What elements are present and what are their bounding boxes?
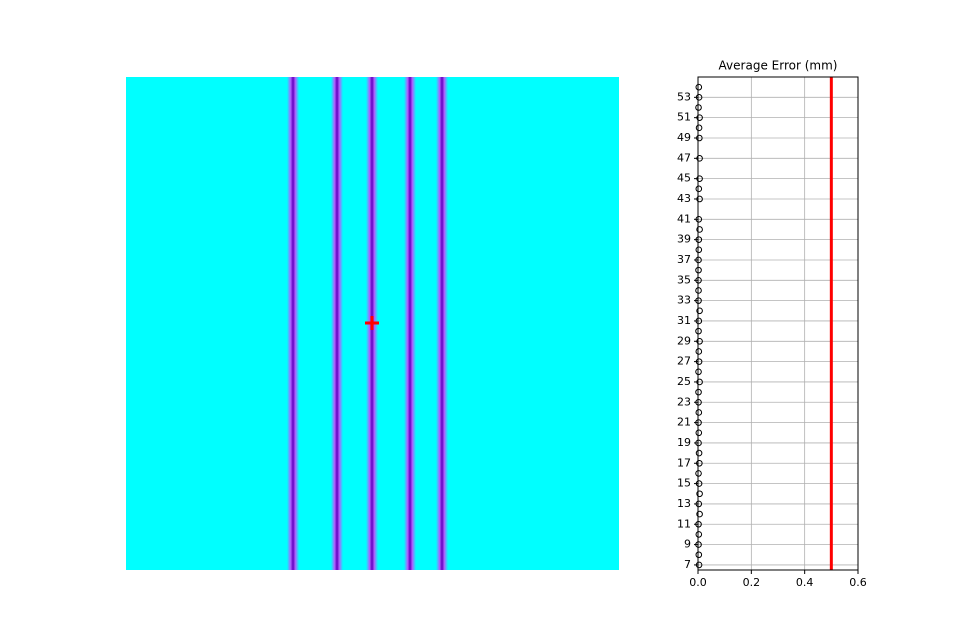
point — [695, 409, 703, 416]
x-tick-label: 0.4 — [796, 576, 814, 589]
x-tick-label: 0.0 — [689, 576, 707, 589]
point — [695, 216, 703, 223]
point — [696, 175, 703, 182]
point — [695, 368, 702, 376]
y-tick-label: 25 — [677, 375, 691, 388]
point — [695, 531, 703, 538]
point — [695, 561, 703, 569]
y-tick-label: 47 — [677, 151, 691, 164]
y-tick-label: 11 — [677, 517, 691, 530]
y-tick-label: 9 — [684, 538, 691, 551]
point — [695, 246, 703, 254]
y-tick-label: 27 — [677, 355, 691, 368]
point — [695, 388, 702, 396]
y-tick-label: 29 — [677, 334, 691, 347]
point — [695, 398, 702, 406]
point — [695, 266, 702, 274]
x-tick-label: 0.2 — [743, 576, 761, 589]
y-tick-label: 15 — [677, 477, 691, 490]
point — [695, 256, 702, 264]
point — [695, 124, 703, 132]
point — [696, 155, 703, 162]
point — [696, 459, 703, 467]
point — [695, 297, 702, 304]
y-tick-label: 37 — [677, 253, 691, 266]
y-tick-label: 33 — [677, 294, 691, 307]
error-plot: Average Error (mm) 0.0 0.2 0.4 0.6 7 9 11 13 15 1… — [677, 59, 867, 590]
stripe — [404, 77, 416, 570]
y-tick-label: 53 — [677, 90, 691, 103]
y-tick-label: 13 — [677, 497, 691, 510]
point — [695, 185, 703, 193]
y-tick-label: 41 — [677, 212, 691, 225]
point — [696, 337, 703, 345]
y-tick-label: 31 — [677, 314, 691, 327]
stripe — [287, 77, 299, 570]
point — [695, 541, 702, 548]
point — [696, 226, 703, 233]
y-tick-label: 45 — [677, 172, 691, 185]
point — [695, 317, 703, 325]
y-tick-label: 17 — [677, 456, 691, 469]
point — [695, 470, 702, 477]
y-tick-label: 7 — [684, 558, 691, 571]
point — [695, 348, 703, 355]
stripe — [436, 77, 448, 570]
point — [696, 510, 703, 518]
point — [695, 439, 702, 447]
x-tick-label: 0.6 — [849, 576, 867, 589]
point — [695, 500, 703, 508]
y-tick-label: 51 — [677, 111, 691, 124]
point — [696, 490, 703, 498]
y-tick-label: 39 — [677, 233, 691, 246]
crosshair — [365, 316, 379, 330]
y-tick-label: 19 — [677, 436, 691, 449]
point — [695, 94, 703, 101]
point — [696, 378, 703, 386]
y-tick-label: 23 — [677, 395, 691, 408]
y-tick-label: 35 — [677, 273, 691, 286]
point — [695, 358, 703, 365]
y-tick-label: 49 — [677, 131, 691, 144]
y-tick-label: 43 — [677, 192, 691, 205]
point — [696, 307, 703, 315]
point — [695, 419, 702, 426]
point — [696, 134, 703, 142]
y-tick-label: 21 — [677, 416, 691, 429]
point — [695, 429, 703, 437]
point — [695, 551, 703, 559]
point — [695, 287, 702, 294]
chart-title: Average Error (mm) — [719, 59, 838, 73]
point — [695, 449, 703, 457]
image-panel — [126, 77, 619, 570]
axes-frame — [697, 76, 859, 571]
point — [695, 276, 702, 284]
point — [696, 195, 703, 203]
stripe — [331, 77, 343, 570]
point — [695, 520, 702, 528]
point — [695, 104, 702, 111]
point — [695, 83, 703, 91]
point — [695, 480, 703, 487]
point — [695, 327, 702, 335]
point — [696, 114, 703, 121]
point — [695, 236, 703, 243]
